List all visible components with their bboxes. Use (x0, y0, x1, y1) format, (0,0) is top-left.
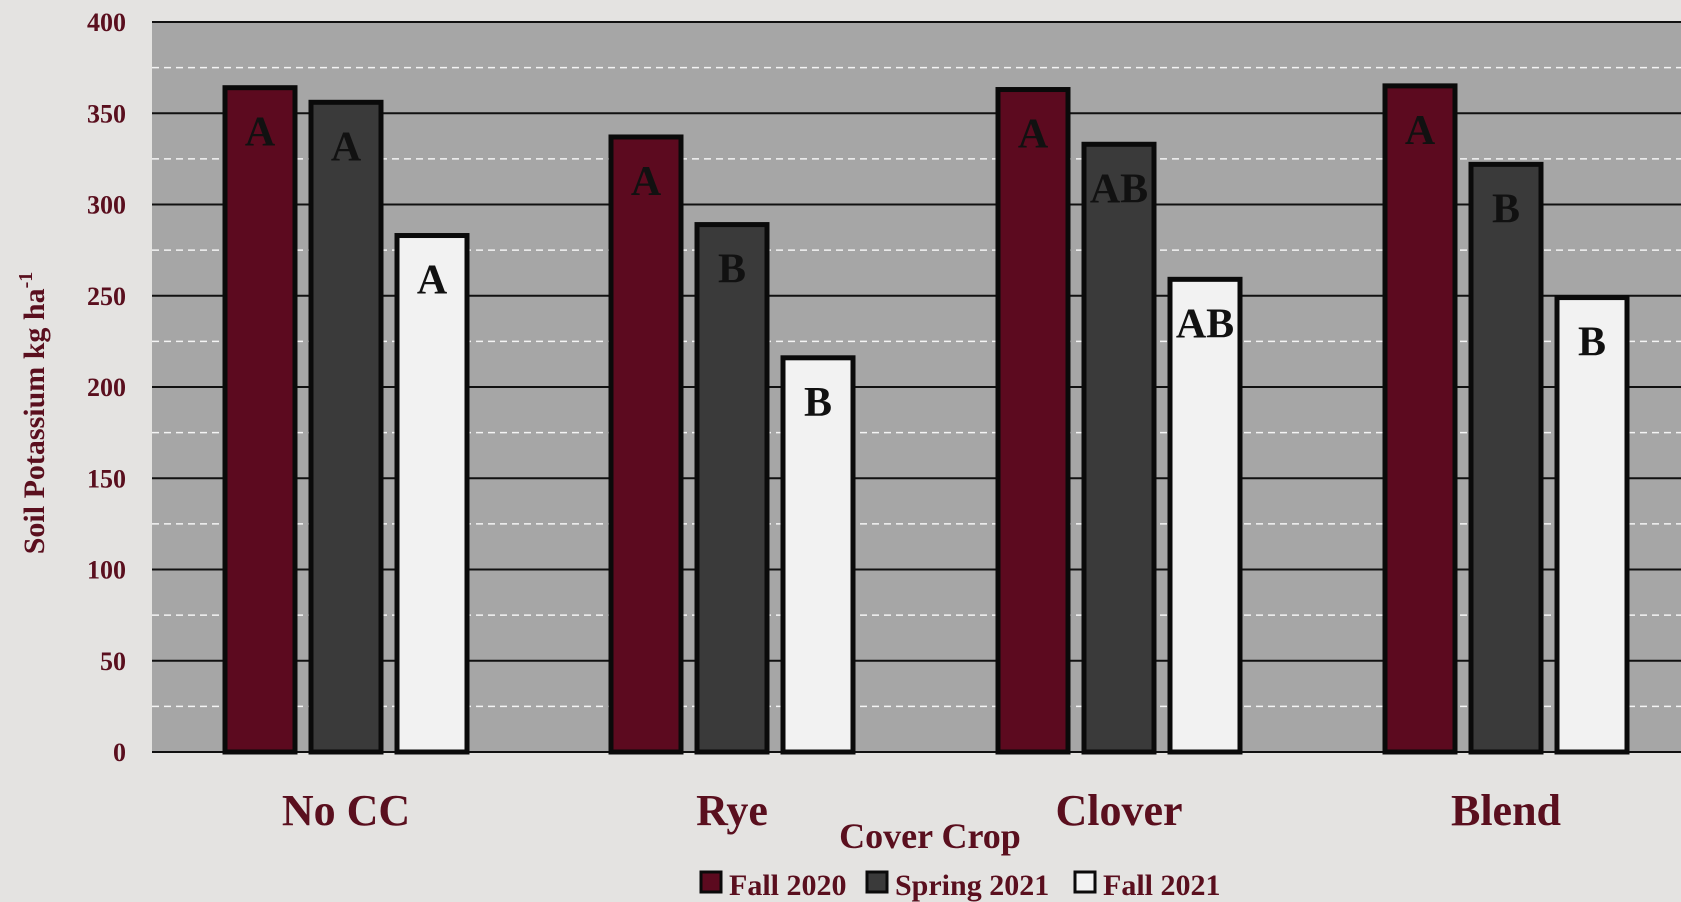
category-label: Clover (1055, 786, 1182, 835)
y-tick-label: 200 (87, 373, 126, 402)
legend-label: Spring 2021 (895, 869, 1049, 902)
bar-letter: B (718, 247, 746, 293)
bar-letter: A (245, 110, 276, 156)
bar (694, 222, 770, 755)
bar-letter: B (1578, 320, 1606, 366)
x-axis-title: Cover Crop (839, 816, 1021, 856)
bar-letter: A (1405, 108, 1436, 154)
legend-swatch (865, 870, 889, 894)
legend-label: Fall 2020 (729, 869, 847, 902)
y-axis-title-sup: -1 (15, 272, 37, 289)
bar (308, 99, 384, 755)
bar (222, 85, 298, 755)
y-axis-title-main: Soil Potassium kg ha (18, 288, 51, 554)
y-tick-label: 350 (87, 99, 126, 128)
bar (1554, 295, 1630, 755)
category-label: Blend (1451, 786, 1561, 835)
legend-swatch (699, 870, 723, 894)
bar (394, 233, 470, 755)
bar (1382, 83, 1458, 755)
bars (222, 83, 1630, 755)
y-tick-label: 400 (87, 8, 126, 37)
y-axis-title: Soil Potassium kg ha-1 (15, 272, 51, 555)
bar (995, 87, 1071, 755)
legend-swatch (1073, 870, 1097, 894)
category-labels: No CC Rye Clover Blend (282, 786, 1561, 835)
bar (780, 355, 856, 755)
bar-letter: B (804, 380, 832, 426)
y-tick-label: 250 (87, 282, 126, 311)
legend-label: Fall 2021 (1103, 869, 1221, 902)
y-tick-label: 50 (100, 647, 126, 676)
bar (1468, 161, 1544, 755)
y-tick-label: 150 (87, 464, 126, 493)
bar (608, 134, 684, 755)
bar (1167, 276, 1243, 755)
bar (1081, 141, 1157, 755)
bar-letter: A (417, 258, 448, 304)
bar-letter: A (1018, 112, 1049, 158)
bar-letter: B (1492, 186, 1520, 232)
y-tick-labels: 0 50 100 150 200 250 300 350 400 (87, 8, 126, 767)
bar-letter: AB (1090, 166, 1148, 212)
y-tick-label: 0 (113, 738, 126, 767)
bar-letter: A (331, 124, 362, 170)
legend: Fall 2020 Spring 2021 Fall 2021 (699, 869, 1221, 902)
y-tick-label: 300 (87, 191, 126, 220)
bar-letter: AB (1176, 301, 1234, 347)
y-tick-label: 100 (87, 556, 126, 585)
category-label: No CC (282, 786, 410, 835)
bar-letter: A (631, 159, 662, 205)
category-label: Rye (696, 786, 768, 835)
